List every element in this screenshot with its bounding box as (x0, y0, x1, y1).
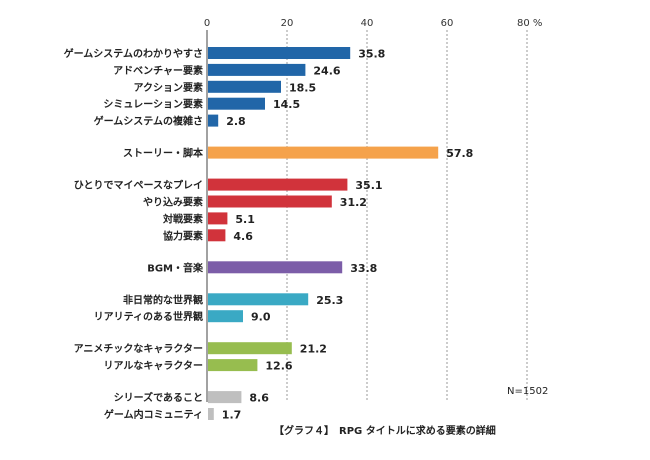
value-label: 21.2 (300, 343, 327, 356)
bar (208, 97, 265, 110)
chart-caption: 【グラフ４】 RPG タイトルに求める要素の詳細 (274, 424, 496, 437)
x-tick-label: 20 (281, 18, 294, 29)
value-label: 5.1 (235, 213, 255, 226)
bar-row: BGM・音楽 33.8 (147, 261, 377, 275)
value-label: 8.6 (249, 392, 269, 405)
bar (208, 212, 228, 225)
category-label: リアリティのある世界観 (94, 310, 203, 323)
category-label: シリーズであること (114, 391, 203, 404)
x-tick-label: 60 (441, 18, 454, 29)
value-label: 33.8 (350, 262, 377, 275)
bar-row: ゲームシステムのわかりやすさ 35.8 (64, 47, 385, 61)
category-label: アクション要素 (134, 81, 204, 94)
bar-row: リアルなキャラクター 12.6 (104, 359, 293, 373)
value-label: 25.3 (316, 294, 343, 307)
bar (208, 342, 292, 355)
bar-row: アドベンチャー要素 24.6 (113, 63, 341, 77)
category-label: 協力要素 (163, 229, 203, 242)
bar-row: シリーズであること 8.6 (114, 391, 269, 405)
value-label: 12.6 (265, 360, 292, 373)
bar (208, 229, 226, 242)
category-label: アニメチックなキャラクター (74, 343, 203, 355)
x-tick-label: 40 (361, 18, 374, 29)
category-label: ゲーム内コミュニティ (104, 408, 203, 421)
bar (208, 310, 243, 323)
bar-row: アニメチックなキャラクター 21.2 (74, 342, 327, 356)
sample-size-note: N=1502 (507, 386, 548, 397)
bar (208, 47, 351, 59)
category-label: ゲームシステムのわかりやすさ (64, 47, 203, 60)
bar-row: シミュレーション要素 14.5 (103, 97, 300, 111)
category-label: ひとりでマイペースなプレイ (74, 179, 203, 192)
bar (208, 391, 242, 404)
bar (208, 261, 343, 274)
bar (208, 293, 309, 306)
category-label: 対戦要素 (162, 212, 203, 225)
value-label: 24.6 (313, 64, 340, 77)
x-axis-ticks: 0 20 40 60 80 % (204, 18, 543, 29)
bar (208, 114, 219, 127)
bar-row: ゲーム内コミュニティ 1.7 (104, 408, 241, 422)
category-label: ストーリー・脚本 (123, 147, 204, 160)
x-tick-label: 0 (204, 18, 210, 29)
value-label: 31.2 (340, 196, 367, 209)
category-label: アドベンチャー要素 (113, 64, 203, 77)
value-label: 1.7 (222, 409, 242, 422)
gridlines (206, 30, 528, 402)
category-label: BGM・音楽 (147, 261, 204, 274)
value-label: 18.5 (289, 81, 316, 94)
category-label: ゲームシステムの複雑さ (94, 115, 203, 128)
bar (208, 80, 281, 93)
bar (208, 359, 258, 372)
category-label: やり込み要素 (143, 196, 203, 209)
value-label: 14.5 (273, 98, 300, 111)
bar (208, 178, 348, 191)
category-label: シミュレーション要素 (103, 98, 203, 111)
bar (208, 408, 214, 420)
bar (208, 63, 306, 76)
bar-row: アクション要素 18.5 (134, 80, 316, 94)
category-label: リアルなキャラクター (104, 360, 204, 372)
bar-row: 対戦要素 5.1 (162, 212, 255, 226)
bar-row: リアリティのある世界観 9.0 (94, 310, 271, 324)
value-label: 57.8 (446, 147, 473, 160)
value-label: 35.1 (355, 179, 382, 192)
value-label: 2.8 (226, 115, 246, 128)
bars: ゲームシステムのわかりやすさ 35.8 アドベンチャー要素 24.6 アクション要素 18… (64, 47, 473, 422)
x-tick-label: 80 % (517, 18, 542, 29)
bar-row: ストーリー・脚本 57.8 (123, 146, 473, 160)
bar-row: ひとりでマイペースなプレイ 35.1 (74, 178, 383, 192)
bar-row: やり込み要素 31.2 (143, 195, 367, 209)
bar-row: 非日常的な世界観 25.3 (123, 293, 343, 307)
bar-row: ゲームシステムの複雑さ 2.8 (94, 114, 246, 128)
value-label: 4.6 (233, 230, 253, 243)
value-label: 9.0 (251, 311, 271, 324)
bar (208, 146, 439, 159)
value-label: 35.8 (358, 48, 385, 61)
bar-row: 協力要素 4.6 (163, 229, 253, 243)
category-label: 非日常的な世界観 (123, 293, 203, 306)
bar (208, 195, 332, 208)
